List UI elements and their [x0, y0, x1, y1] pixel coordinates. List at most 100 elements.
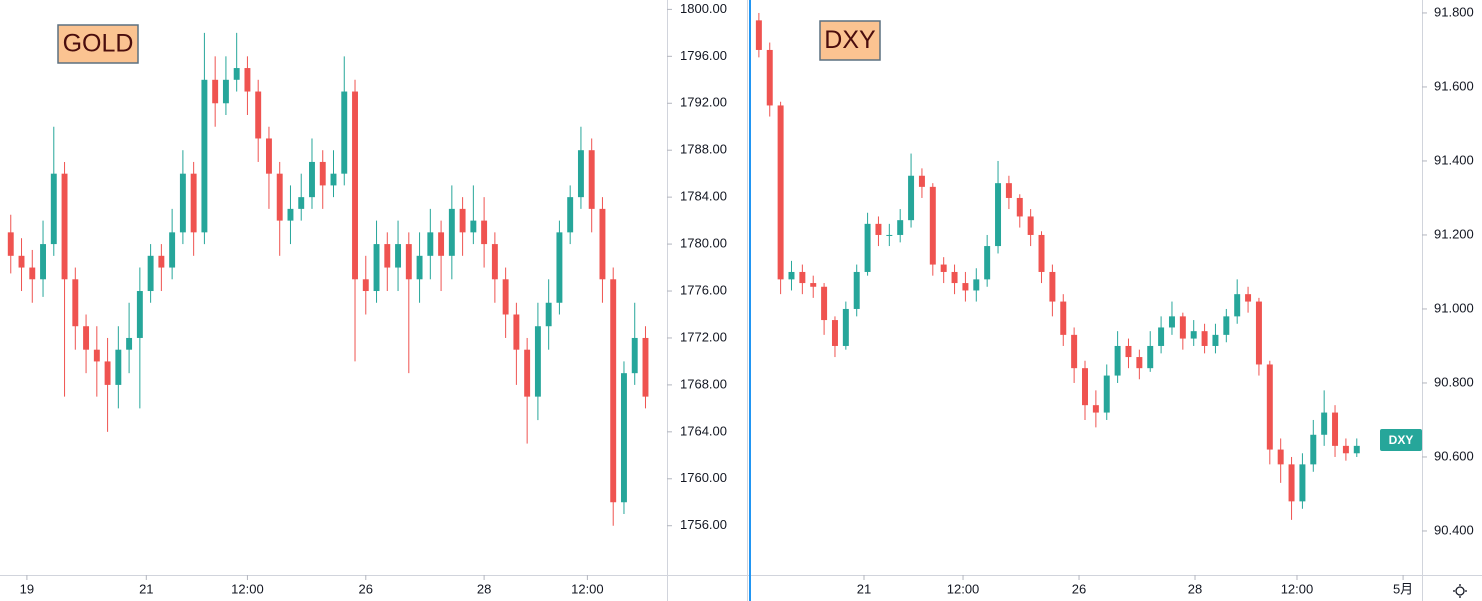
y-tick-label: 91.800 [1434, 4, 1474, 19]
y-tick-label: 1784.00 [680, 189, 727, 204]
candle-body [1049, 271, 1056, 302]
candle-body [319, 161, 326, 186]
y-tick-label: 1776.00 [680, 282, 727, 297]
x-tick-label: 21 [857, 581, 871, 596]
candle-body [1071, 334, 1078, 369]
candle-body [821, 286, 828, 321]
candle-body [831, 320, 838, 346]
candle-body [126, 337, 133, 350]
candle-body [93, 349, 100, 362]
y-tick-label: 1764.00 [680, 423, 727, 438]
candle-body [545, 302, 552, 327]
candle-body [1136, 357, 1143, 369]
candle-body [766, 49, 773, 106]
candle-body [158, 255, 165, 268]
candle-body [1288, 464, 1295, 502]
candle-body [1255, 301, 1262, 365]
candle-body [244, 68, 251, 92]
y-tick-label: 1792.00 [680, 95, 727, 110]
candle-body [1027, 216, 1034, 235]
candle-body [309, 161, 315, 198]
title-box [819, 20, 881, 61]
candle-body [1190, 331, 1197, 339]
candle-body [50, 173, 57, 245]
candle-body [799, 271, 806, 284]
candle-body [169, 232, 176, 268]
candle-body [534, 326, 541, 397]
candle-body [83, 326, 90, 350]
candle-body [201, 79, 208, 233]
candle-body [222, 79, 229, 104]
candle-body [384, 244, 391, 268]
title-box [57, 24, 139, 64]
candle-body [362, 279, 369, 292]
candle-body [298, 197, 305, 209]
candle-body [599, 208, 606, 280]
candle-body [777, 105, 784, 280]
candle-body [1277, 449, 1284, 465]
candle-body [212, 79, 219, 104]
candle-body [513, 314, 520, 350]
candle-body [287, 208, 294, 221]
candle-body [18, 255, 25, 268]
y-tick-label: 1760.00 [680, 470, 727, 485]
candle-body [179, 173, 186, 233]
candle-body [104, 361, 111, 385]
price-tag [1380, 428, 1422, 451]
candle-body [61, 173, 68, 280]
candle-body [330, 173, 337, 186]
candle-body [276, 173, 283, 221]
price-tag-label: DXY [1389, 433, 1414, 447]
candle-body [190, 173, 197, 233]
y-tick-label: 1780.00 [680, 236, 727, 251]
chart-title: GOLD [63, 30, 134, 58]
candle-body [908, 175, 915, 221]
candle-body [115, 349, 122, 385]
y-tick-label: 1788.00 [680, 142, 727, 157]
candle-body [810, 283, 817, 287]
candle-body [448, 208, 455, 256]
candle-body [642, 337, 649, 397]
x-tick-label: 12:00 [1281, 581, 1314, 596]
y-tick-label: 1756.00 [680, 517, 727, 532]
candle-body [842, 308, 849, 346]
candle-body [405, 244, 412, 280]
candle-body [973, 279, 980, 291]
candle-body [1016, 197, 1023, 217]
candle-body [1223, 316, 1230, 335]
candle-body [352, 91, 358, 280]
y-tick-label: 1768.00 [680, 376, 727, 391]
candle-body [929, 186, 936, 265]
candle-body [886, 234, 893, 236]
y-tick-label: 91.400 [1434, 152, 1474, 167]
candle-body [1245, 294, 1252, 302]
candle-body [995, 183, 1002, 247]
candle-body [951, 271, 958, 284]
x-tick-label: 12:00 [947, 581, 980, 596]
candle-body [1321, 412, 1328, 435]
y-tick-label: 90.800 [1434, 374, 1474, 389]
candle-body [7, 232, 14, 256]
candle-body [502, 279, 509, 315]
candle-body [470, 220, 477, 233]
candle-body [1179, 316, 1186, 339]
candle-body [29, 267, 36, 280]
candle-body [1342, 445, 1349, 454]
candle-body [864, 223, 871, 272]
candle-body [438, 232, 445, 256]
candle-body [1266, 364, 1273, 450]
candle-body [1201, 331, 1208, 346]
candle-body [1332, 412, 1339, 446]
candle-body [567, 197, 574, 233]
candle-body [1299, 464, 1306, 502]
candle-body [491, 244, 498, 280]
candle-body [1125, 345, 1132, 358]
x-tick-label: 26 [359, 581, 373, 596]
candle-body [1212, 334, 1219, 346]
y-tick-label: 91.600 [1434, 78, 1474, 93]
candle-body [940, 264, 947, 272]
settings-icon[interactable] [1453, 584, 1467, 598]
candle-body [459, 208, 466, 233]
x-tick-label: 28 [477, 581, 491, 596]
candle-body [788, 271, 795, 280]
